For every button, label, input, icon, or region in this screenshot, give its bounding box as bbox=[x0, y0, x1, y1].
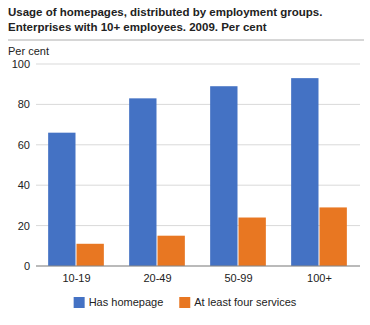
bar bbox=[77, 244, 104, 266]
x-tick-label: 100+ bbox=[307, 272, 332, 284]
x-tick-label: 50-99 bbox=[224, 272, 252, 284]
title-rule bbox=[8, 40, 364, 41]
bar bbox=[158, 236, 185, 266]
legend-swatch bbox=[74, 297, 85, 308]
bar bbox=[48, 133, 75, 266]
y-tick-label: 0 bbox=[24, 260, 30, 272]
x-axis-line bbox=[36, 266, 360, 267]
subtitle: Enterprises with 10+ employees. 2009. Pe… bbox=[8, 21, 267, 33]
bars bbox=[48, 78, 347, 266]
grid bbox=[36, 64, 360, 266]
chart-container: Usage of homepages, distributed by emplo… bbox=[0, 0, 370, 325]
y-tick-label: 60 bbox=[18, 139, 30, 151]
title: Usage of homepages, distributed by emplo… bbox=[8, 6, 322, 18]
bar bbox=[129, 98, 156, 266]
grid-line bbox=[36, 64, 360, 65]
y-tick-label: 20 bbox=[18, 220, 30, 232]
legend: Has homepage At least four services bbox=[74, 296, 297, 308]
y-tick-label: 40 bbox=[18, 179, 30, 191]
grid-line bbox=[36, 266, 360, 267]
y-tick-label: 80 bbox=[18, 98, 30, 110]
legend-label: Has homepage bbox=[89, 296, 164, 308]
y-tick-label: 100 bbox=[12, 58, 30, 70]
chart: Usage of homepages, distributed by emplo… bbox=[0, 0, 370, 325]
x-tick-label: 10-19 bbox=[62, 272, 90, 284]
legend-label: At least four services bbox=[194, 296, 297, 308]
x-tick-label: 20-49 bbox=[143, 272, 171, 284]
y-axis-label: Per cent bbox=[8, 45, 49, 57]
bar bbox=[210, 86, 237, 266]
legend-swatch bbox=[179, 297, 190, 308]
bar bbox=[291, 78, 318, 266]
bar bbox=[239, 218, 266, 266]
bar bbox=[320, 207, 347, 266]
